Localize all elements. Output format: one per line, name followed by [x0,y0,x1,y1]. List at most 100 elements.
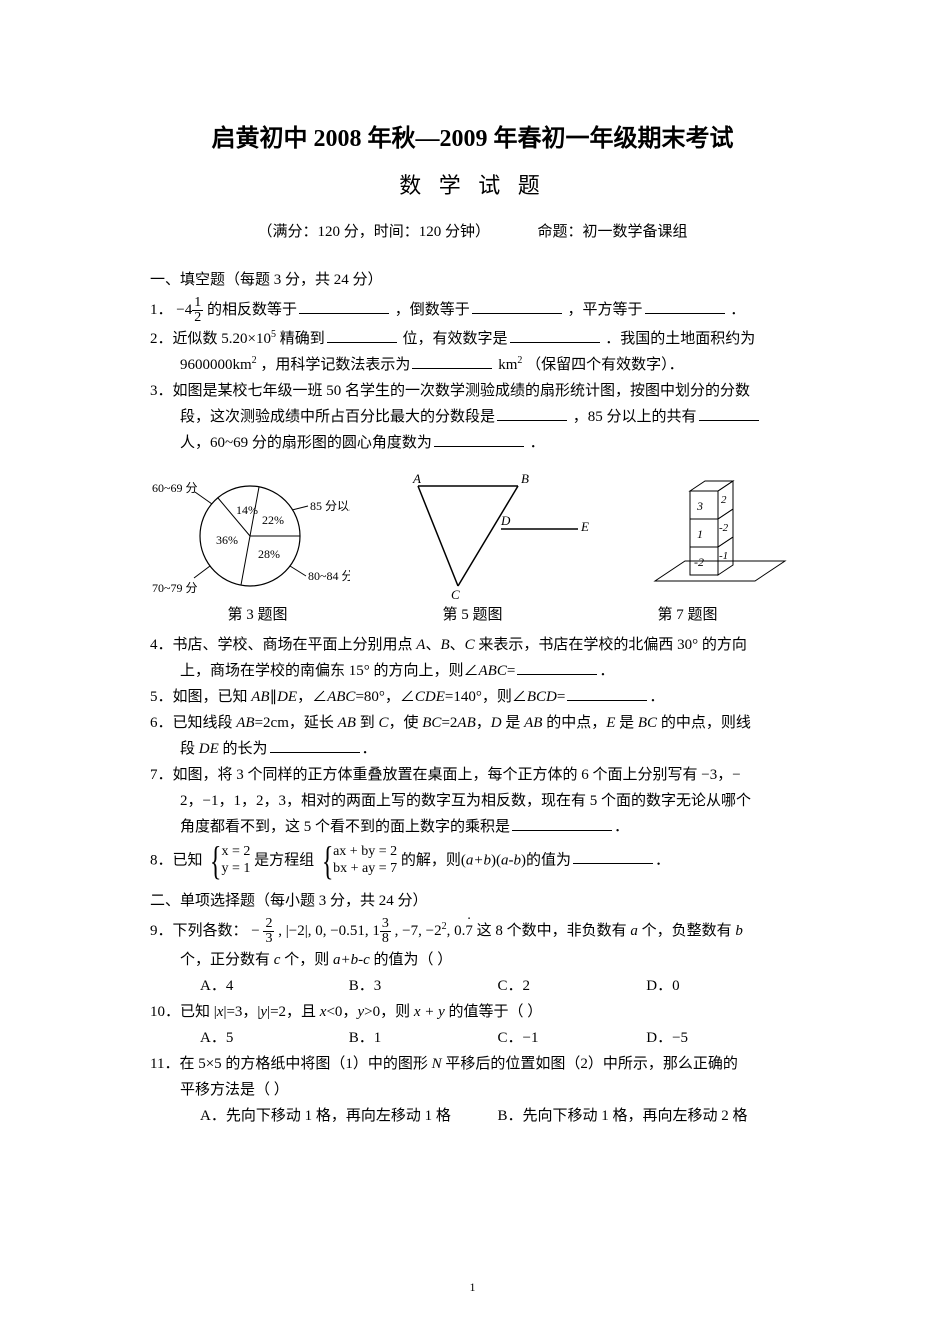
question-7-line2: 2，−1，1，2，3，相对的两面上写的数字互为相反数，现在有 5 个面的数字无论… [150,789,795,813]
sys-1: x = 2y = 1 [221,844,250,878]
q8-t1: 8．已知 [150,852,203,868]
sys2-l1: ax + by = 2 [333,844,397,861]
q5-t4: =140°，则∠ [445,689,527,705]
q3-t1: 3．如图是某校七年级一班 50 名学生的一次数学测验成绩的扇形统计图，按图中划分… [150,383,750,399]
v-AB4: AB [457,715,475,731]
q9-ld: , 0. [447,923,466,939]
blank [645,299,725,314]
q2-t4: ．我国的土地面积约为 [605,331,755,347]
q5-t1: 5．如图，已知 [150,689,251,705]
pie-22: 22% [262,513,284,527]
q4-t3: 上，商场在学校的南偏东 15° 的方向上，则∠ [180,663,479,679]
svg-text:-1: -1 [719,550,728,562]
v-ab2: a-b [501,852,521,868]
pie-lab-60: 60~69 分 [152,481,198,495]
svg-text:3: 3 [696,499,703,513]
q6-t6: 是 [502,715,525,731]
meta-left: （满分：120 分，时间：120 分钟） [257,224,490,240]
v-E: E [606,715,615,731]
page-subtitle: 数 学 试 题 [150,168,795,203]
blank [510,328,600,343]
comma: ， [476,715,491,731]
v-AB: AB [251,689,269,705]
question-9-line2: 个，正分数有 c 个，则 a+b-c 的值为（ ） [150,948,795,972]
q11-options: A．先向下移动 1 格，再向左移动 1 格 B．先向下移动 1 格，再向左移动 … [150,1104,795,1128]
q10-t1: 10．已知 | [150,1004,217,1020]
blank [517,660,597,675]
sup2b: 2 [517,355,522,366]
q1-t4: ． [730,302,745,318]
q2-t3: 位，有效数字是 [402,331,507,347]
opt-D: D．−5 [646,1026,795,1050]
blank [434,432,524,447]
pie-28: 28% [258,547,280,561]
svg-text:D: D [500,513,511,528]
dot: ． [599,663,614,679]
opt-C: C．2 [498,974,647,998]
opt-B: B．3 [349,974,498,998]
opt-B: B．先向下移动 1 格，再向左移动 2 格 [498,1104,796,1128]
question-3-line3: 人，60~69 分的扇形图的圆心角度数为 ． [150,431,795,455]
q4-t1: 4．书店、学校、商场在平面上分别用点 [150,637,416,653]
v-expr: a+b-c [333,952,370,968]
brace-icon-2: { [322,841,334,881]
q9-t2: 这 8 个数中，非负数有 [477,923,631,939]
v-AB3: AB [338,715,356,731]
par: ∥ [270,689,278,705]
q2-t1: 2．近似数 5.20×10 [150,331,271,347]
v-DE: DE [277,689,297,705]
q9-dot: 7 [465,919,473,943]
brace-icon: { [210,841,222,881]
v-D: D [491,715,502,731]
q6-t1: 6．已知线段 [150,715,236,731]
pie-lab-70: 70~79 分 [152,581,198,595]
sys2-l2: bx + ay = 7 [333,861,397,878]
blank [512,816,612,831]
q3-t3: ，85 分以上的共有 [573,409,697,425]
pie-14: 14% [236,503,258,517]
sys1-l2: y = 1 [221,861,250,878]
sep2: 、 [450,637,465,653]
svg-text:B: B [521,471,529,486]
q11-t1: 11．在 5×5 的方格纸中将图（1）中的图形 [150,1056,432,1072]
q3-t5: ． [530,435,545,451]
blank [497,406,567,421]
question-9: 9．下列各数： − 23 , |−2|, 0, −0.51, 138 , −7,… [150,917,795,946]
q9-f2: 38 [380,917,391,946]
opt-A: A．5 [200,1026,349,1050]
q3-t2: 段，这次测验成绩中所占百分比最大的分数段是 [180,409,495,425]
page-number: 1 [470,1278,476,1297]
v-BCD: BCD [527,689,557,705]
q9-t1: 9．下列各数： [150,923,248,939]
q6-t11: 的长为 [219,741,268,757]
q6-t8: 是 [615,715,638,731]
question-3: 3．如图是某校七年级一班 50 名学生的一次数学测验成绩的扇形统计图，按图中划分… [150,379,795,403]
q6-t9: 的中点，则线 [657,715,751,731]
q11-t3: 平移方法是（ ） [180,1082,289,1098]
caption-3: 第 3 题图 [150,603,365,627]
q5-t2: ，∠ [297,689,327,705]
question-1: 1． −412 的相反数等于 ，倒数等于 ，平方等于 ． [150,296,795,325]
v-C2: C [378,715,388,731]
v-N: N [432,1056,442,1072]
q9-f1: 23 [263,917,274,946]
var-C: C [465,637,475,653]
q4-t2: 来表示，书店在学校的北偏西 30° 的方向 [475,637,747,653]
opt-A: A．4 [200,974,349,998]
q2-t2: 精确到 [280,331,325,347]
q1-t3: ，平方等于 [568,302,643,318]
q1-frac: 12 [192,296,203,325]
q10-t6: 的值等于（ ） [445,1004,543,1020]
sys-2: ax + by = 2bx + ay = 7 [333,844,397,878]
question-6-line2: 段 DE 的长为． [150,737,795,761]
question-2: 2．近似数 5.20×105 精确到 位，有效数字是 ．我国的土地面积约为 [150,327,795,351]
q5-t3: =80°，∠ [355,689,414,705]
q1-t1: 的相反数等于 [207,302,297,318]
v-DE2: DE [199,741,219,757]
dot2: ． [649,689,664,705]
question-4: 4．书店、学校、商场在平面上分别用点 A、B、C 来表示，书店在学校的北偏西 3… [150,633,795,657]
q8-t2: 是方程组 [254,852,314,868]
q9-t6: 的值为（ ） [370,952,453,968]
sep: 、 [425,637,440,653]
q9-t4: 个，正分数有 [180,952,274,968]
